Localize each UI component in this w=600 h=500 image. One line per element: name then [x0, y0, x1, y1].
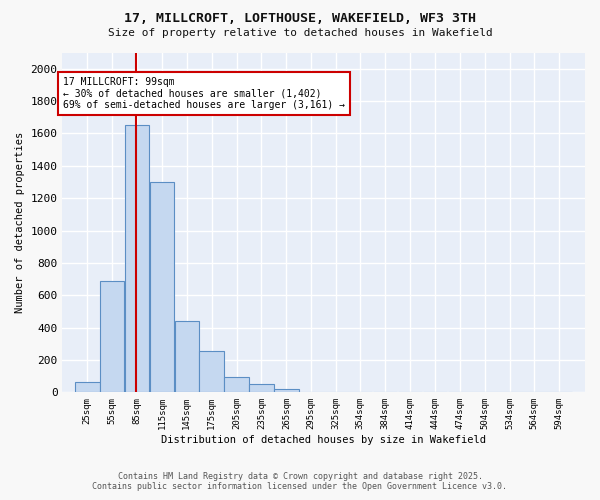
Bar	[199, 351, 224, 393]
Bar	[150, 182, 174, 392]
Bar	[75, 382, 100, 392]
Text: 17, MILLCROFT, LOFTHOUSE, WAKEFIELD, WF3 3TH: 17, MILLCROFT, LOFTHOUSE, WAKEFIELD, WF3…	[124, 12, 476, 26]
Bar	[224, 377, 249, 392]
Bar	[249, 384, 274, 392]
Bar	[125, 126, 149, 392]
Text: Size of property relative to detached houses in Wakefield: Size of property relative to detached ho…	[107, 28, 493, 38]
Bar	[100, 280, 124, 392]
X-axis label: Distribution of detached houses by size in Wakefield: Distribution of detached houses by size …	[161, 435, 486, 445]
Y-axis label: Number of detached properties: Number of detached properties	[15, 132, 25, 313]
Text: 17 MILLCROFT: 99sqm
← 30% of detached houses are smaller (1,402)
69% of semi-det: 17 MILLCROFT: 99sqm ← 30% of detached ho…	[63, 77, 345, 110]
Text: Contains HM Land Registry data © Crown copyright and database right 2025.
Contai: Contains HM Land Registry data © Crown c…	[92, 472, 508, 491]
Bar	[175, 321, 199, 392]
Bar	[274, 389, 299, 392]
